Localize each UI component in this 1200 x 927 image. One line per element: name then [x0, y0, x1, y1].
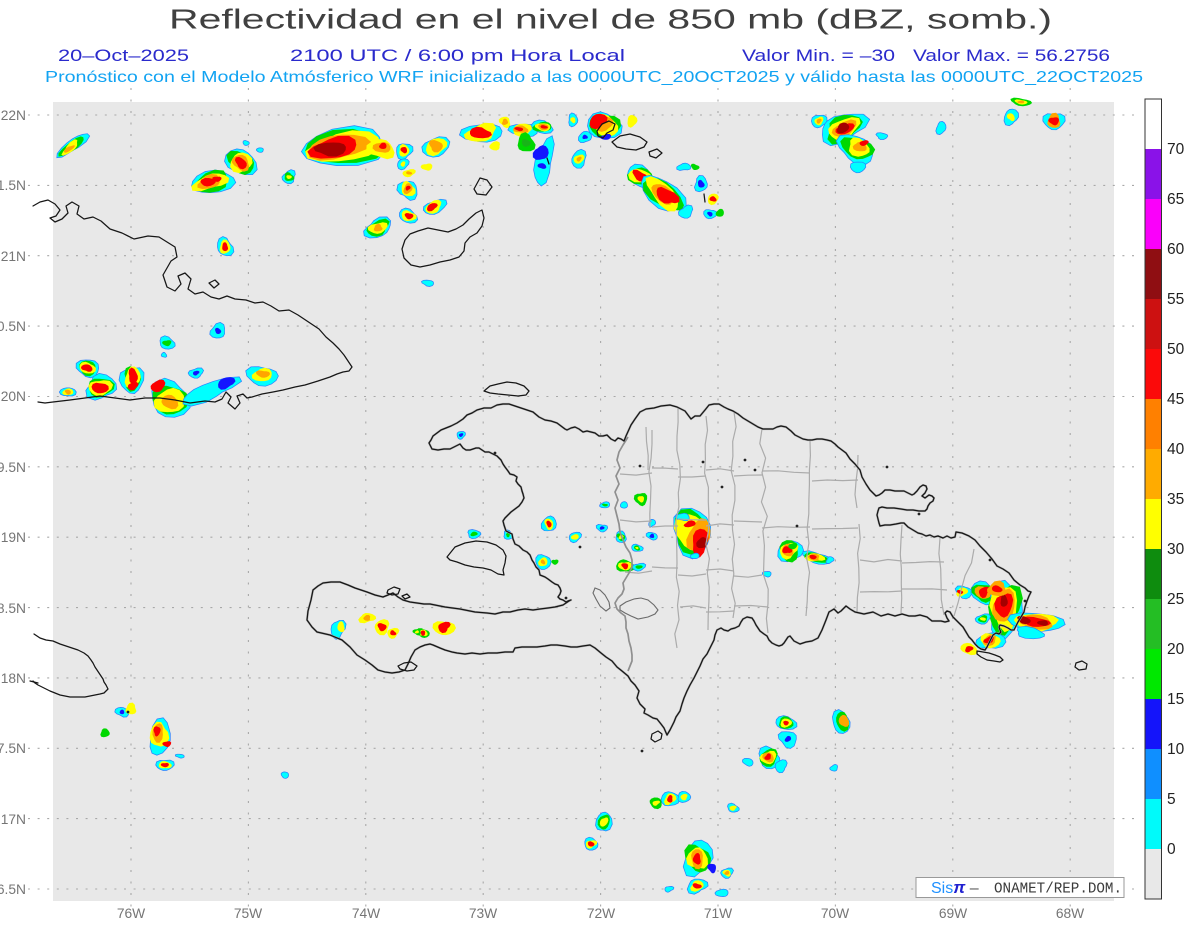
svg-text:21.5N: 21.5N — [0, 178, 26, 193]
svg-text:17.5N: 17.5N — [0, 741, 26, 756]
svg-text:Reflectividad en el nivel de 8: Reflectividad en el nivel de 850 mb (dBZ… — [169, 4, 1052, 35]
svg-text:45: 45 — [1167, 391, 1184, 408]
svg-text:68W: 68W — [1056, 906, 1084, 921]
svg-text:65: 65 — [1167, 191, 1184, 208]
svg-text:2100 UTC / 6:00 pm Hora Local: 2100 UTC / 6:00 pm Hora Local — [290, 46, 625, 65]
svg-text:22N: 22N — [1, 108, 26, 123]
svg-text:69W: 69W — [939, 906, 967, 921]
svg-text:70: 70 — [1167, 141, 1185, 158]
svg-text:30: 30 — [1167, 541, 1185, 558]
svg-text:Valor Max. = 56.2756: Valor Max. = 56.2756 — [913, 46, 1110, 65]
svg-text:18.5N: 18.5N — [0, 601, 26, 616]
svg-text:74W: 74W — [352, 906, 380, 921]
svg-text:72W: 72W — [587, 906, 615, 921]
svg-text:18N: 18N — [1, 671, 26, 686]
svg-text:21N: 21N — [1, 249, 26, 264]
svg-text:75W: 75W — [234, 906, 262, 921]
svg-text:70W: 70W — [821, 906, 849, 921]
svg-text:ONAMET/REP.DOM.: ONAMET/REP.DOM. — [994, 882, 1122, 898]
svg-text:Pronóstico con el Modelo Atmós: Pronóstico con el Modelo Atmósferico WRF… — [45, 69, 1143, 86]
svg-text:20N: 20N — [1, 389, 26, 404]
svg-text:40: 40 — [1167, 441, 1185, 458]
svg-text:76W: 76W — [117, 906, 145, 921]
svg-text:25: 25 — [1167, 591, 1184, 608]
svg-text:50: 50 — [1167, 341, 1185, 358]
svg-text:71W: 71W — [704, 906, 732, 921]
svg-text:60: 60 — [1167, 241, 1185, 258]
svg-text:17N: 17N — [1, 812, 26, 827]
svg-text:20: 20 — [1167, 641, 1185, 658]
svg-text:Valor Min. = –30: Valor Min. = –30 — [742, 46, 895, 65]
svg-text:20–Oct–2025: 20–Oct–2025 — [58, 46, 189, 65]
svg-text:35: 35 — [1167, 491, 1184, 508]
svg-text:16.5N: 16.5N — [0, 882, 26, 897]
svg-text:15: 15 — [1167, 691, 1184, 708]
svg-text:10: 10 — [1167, 741, 1185, 758]
svg-text:55: 55 — [1167, 291, 1184, 308]
svg-text:20.5N: 20.5N — [0, 319, 26, 334]
svg-text:5: 5 — [1167, 791, 1176, 808]
svg-text:0: 0 — [1167, 841, 1176, 858]
svg-text:Sisπ –: Sisπ – — [931, 878, 979, 897]
svg-text:19N: 19N — [1, 530, 26, 545]
svg-text:19.5N: 19.5N — [0, 460, 26, 475]
svg-text:73W: 73W — [469, 906, 497, 921]
